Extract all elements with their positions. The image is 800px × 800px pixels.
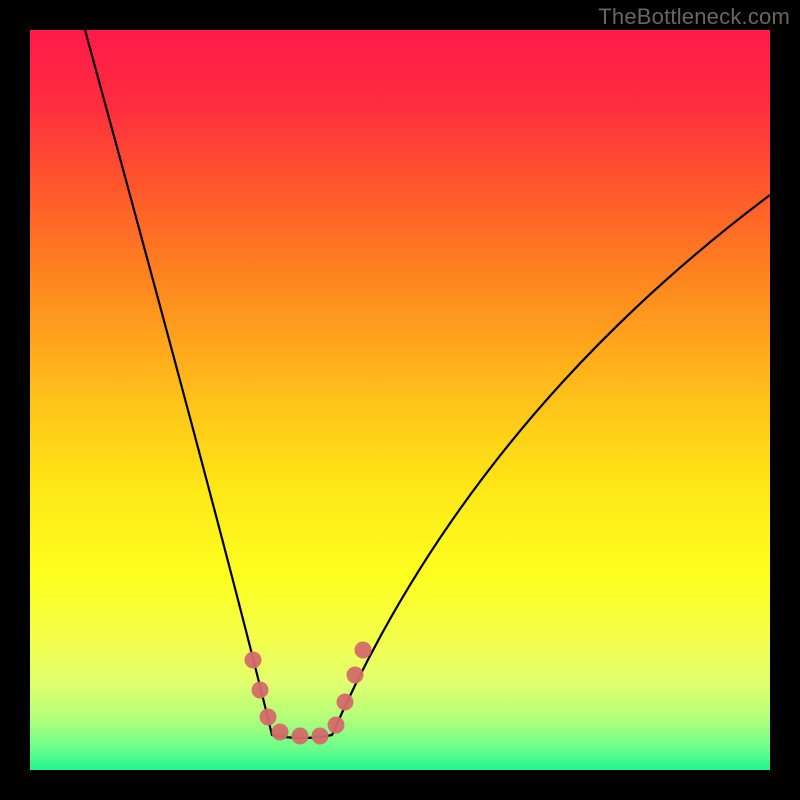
valley-dot bbox=[337, 694, 354, 711]
valley-dot bbox=[260, 709, 277, 726]
chart-container: TheBottleneck.com bbox=[0, 0, 800, 800]
valley-dot bbox=[292, 728, 309, 745]
valley-dot bbox=[272, 724, 289, 741]
valley-dot bbox=[252, 682, 269, 699]
bottleneck-chart bbox=[0, 0, 800, 800]
valley-dot bbox=[328, 717, 345, 734]
watermark-text: TheBottleneck.com bbox=[598, 4, 790, 30]
valley-dot bbox=[312, 728, 329, 745]
valley-dot bbox=[347, 667, 364, 684]
valley-dot bbox=[355, 642, 372, 659]
plot-gradient-background bbox=[30, 30, 770, 770]
valley-dot bbox=[245, 652, 262, 669]
